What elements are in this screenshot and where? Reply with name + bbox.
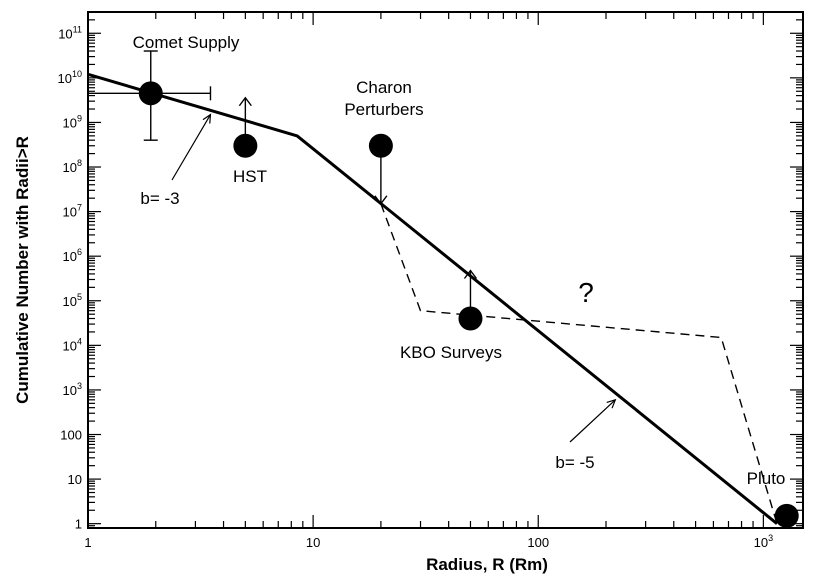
y-axis-title: Cumulative Number with Radii>R bbox=[13, 136, 32, 404]
y-tick-label: 10 bbox=[68, 472, 82, 487]
point-label: Comet Supply bbox=[133, 33, 240, 52]
y-tick-label: 100 bbox=[60, 428, 82, 443]
y-tick-label: 104 bbox=[63, 336, 82, 353]
solid-series-line bbox=[87, 72, 778, 525]
slope-pointer-arrowhead bbox=[606, 398, 617, 409]
slope-pointer-line bbox=[171, 114, 211, 181]
axis-ticks bbox=[87, 11, 803, 529]
x-tick-label: 10 bbox=[306, 535, 320, 550]
slope-pointer-arrowhead bbox=[202, 113, 212, 124]
y-tick-label: 105 bbox=[63, 292, 82, 309]
y-tick-label: 1011 bbox=[58, 24, 82, 41]
y-tick-label: 109 bbox=[63, 113, 82, 130]
y-tick-label: 1010 bbox=[58, 69, 82, 86]
point-label: Pluto bbox=[747, 469, 786, 488]
plot-border bbox=[87, 11, 804, 529]
x-tick-label: 100 bbox=[527, 535, 549, 550]
x-tick-label: 1 bbox=[84, 535, 91, 550]
upper-limit-arrowhead bbox=[374, 195, 388, 205]
question-mark-annotation: ? bbox=[578, 277, 594, 308]
y-tick-label: 108 bbox=[63, 158, 82, 175]
slope-annotation: b= -5 bbox=[555, 453, 594, 472]
slope-pointer-line bbox=[569, 399, 616, 443]
data-point bbox=[774, 503, 799, 528]
x-tick-label: 103 bbox=[754, 533, 773, 550]
plot-frame bbox=[87, 11, 804, 529]
lower-limit-arrowhead bbox=[463, 269, 478, 279]
point-label: KBO Surveys bbox=[400, 343, 502, 362]
lower-limit-arrowhead bbox=[238, 96, 252, 107]
point-label: Charon Perturbers bbox=[344, 78, 423, 119]
y-tick-label: 107 bbox=[63, 203, 82, 220]
slope-annotation: b= -3 bbox=[140, 189, 179, 208]
data-point bbox=[138, 81, 163, 106]
y-tick-label: 1 bbox=[75, 517, 82, 532]
data-point bbox=[233, 133, 258, 158]
x-axis-title: Radius, R (Rm) bbox=[426, 555, 548, 574]
y-tick-label: 103 bbox=[63, 381, 82, 398]
chart-labels: 1 10 100 103 1 10 100 103 104 105 106 107 108 109 1010… bbox=[58, 24, 786, 550]
dashed-series-line bbox=[380, 203, 778, 524]
data-markers bbox=[88, 50, 799, 528]
y-tick-label: 106 bbox=[63, 247, 82, 264]
point-label: HST bbox=[233, 167, 267, 186]
data-point bbox=[368, 133, 393, 158]
data-point bbox=[458, 306, 483, 331]
chart-lines bbox=[87, 72, 778, 525]
